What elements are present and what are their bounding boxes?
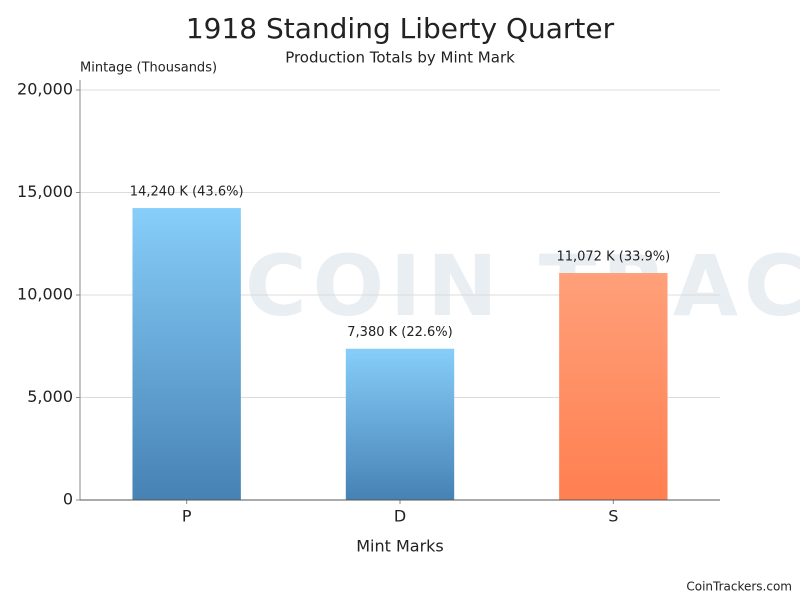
watermark: COIN TRACKERS bbox=[245, 237, 800, 335]
source: CoinTrackers.com bbox=[686, 580, 792, 594]
data-label: 7,380 K (22.6%) bbox=[347, 325, 452, 340]
x-axis-title: Mint Marks bbox=[356, 537, 444, 556]
y-tick-label: 0 bbox=[63, 490, 73, 509]
x-tick-label: D bbox=[394, 507, 406, 526]
bar bbox=[132, 208, 240, 500]
x-tick-label: P bbox=[182, 507, 192, 526]
chart-title: 1918 Standing Liberty Quarter bbox=[186, 12, 615, 45]
bar bbox=[559, 273, 667, 500]
y-tick-label: 20,000 bbox=[17, 80, 73, 99]
y-tick-label: 5,000 bbox=[27, 387, 73, 406]
data-label: 14,240 K (43.6%) bbox=[130, 185, 244, 200]
bar bbox=[346, 349, 454, 500]
y-tick-label: 15,000 bbox=[17, 182, 73, 201]
chart-subtitle: Production Totals by Mint Mark bbox=[285, 49, 515, 67]
x-tick-label: S bbox=[608, 507, 618, 526]
data-label: 11,072 K (33.9%) bbox=[556, 250, 670, 265]
y-axis-title: Mintage (Thousands) bbox=[80, 61, 217, 76]
y-tick-label: 10,000 bbox=[17, 285, 73, 304]
